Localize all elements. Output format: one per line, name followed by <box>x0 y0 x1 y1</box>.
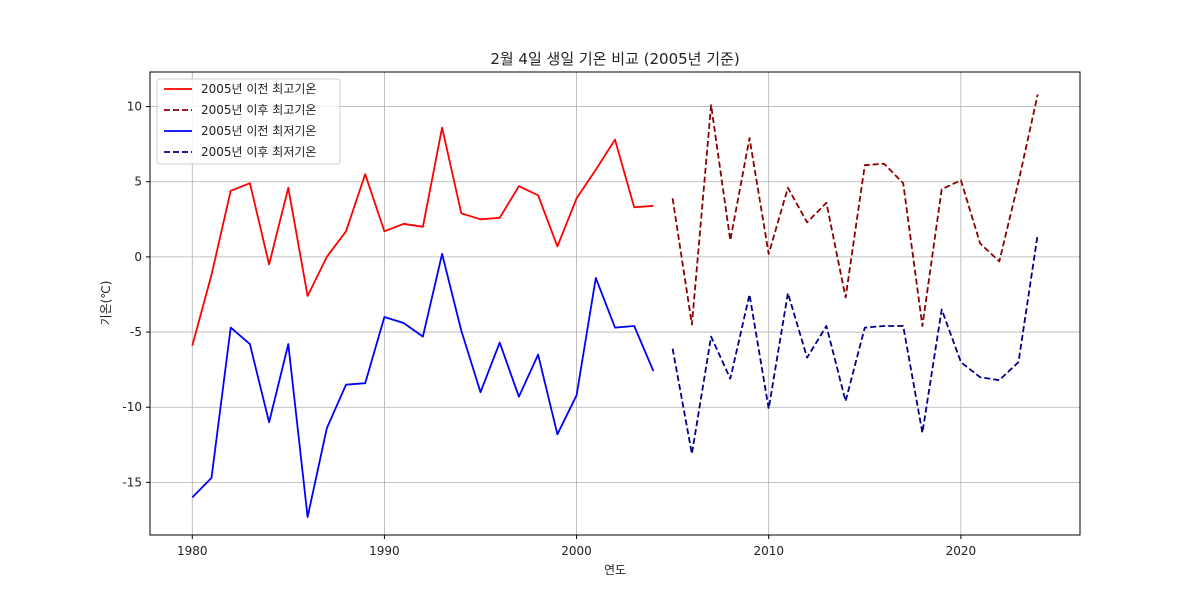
y-tick-label: 10 <box>127 100 142 114</box>
plot-frame <box>149 71 1081 536</box>
tick-layer: 1980 1990 2000 2010 2020 -15 -10 -5 0 5 10 <box>122 100 976 558</box>
chart-title: 2월 4일 생일 기온 비교 (2005년 기준) <box>490 50 739 68</box>
series-line-0 <box>191 126 654 346</box>
legend-label-2: 2005년 이전 최저기온 <box>201 124 316 138</box>
series-line-2 <box>191 252 655 518</box>
y-tick-label: 5 <box>134 175 142 189</box>
x-tick-label: 2000 <box>561 544 592 558</box>
y-axis-label: 기온(℃) <box>99 281 113 326</box>
y-tick-label: -5 <box>130 325 142 339</box>
legend: 2005년 이전 최고기온 2005년 이후 최고기온 2005년 이전 최저기온 2… <box>156 78 341 165</box>
x-tick-label: 2010 <box>753 544 784 558</box>
legend-box <box>156 78 341 165</box>
x-tick-label: 1980 <box>177 544 208 558</box>
legend-label-3: 2005년 이후 최저기온 <box>201 145 316 159</box>
legend-label-1: 2005년 이후 최고기온 <box>201 103 316 117</box>
x-axis-label: 연도 <box>604 563 626 577</box>
y-tick-label: -15 <box>122 475 142 489</box>
y-tick-label: -10 <box>122 400 142 414</box>
legend-label-0: 2005년 이전 최고기온 <box>201 82 316 96</box>
series-layer <box>191 94 1039 518</box>
series-line-3 <box>671 234 1039 455</box>
x-tick-label: 1990 <box>369 544 400 558</box>
series-line-1 <box>671 94 1039 327</box>
y-tick-label: 0 <box>134 250 142 264</box>
x-tick-label: 2020 <box>946 544 977 558</box>
